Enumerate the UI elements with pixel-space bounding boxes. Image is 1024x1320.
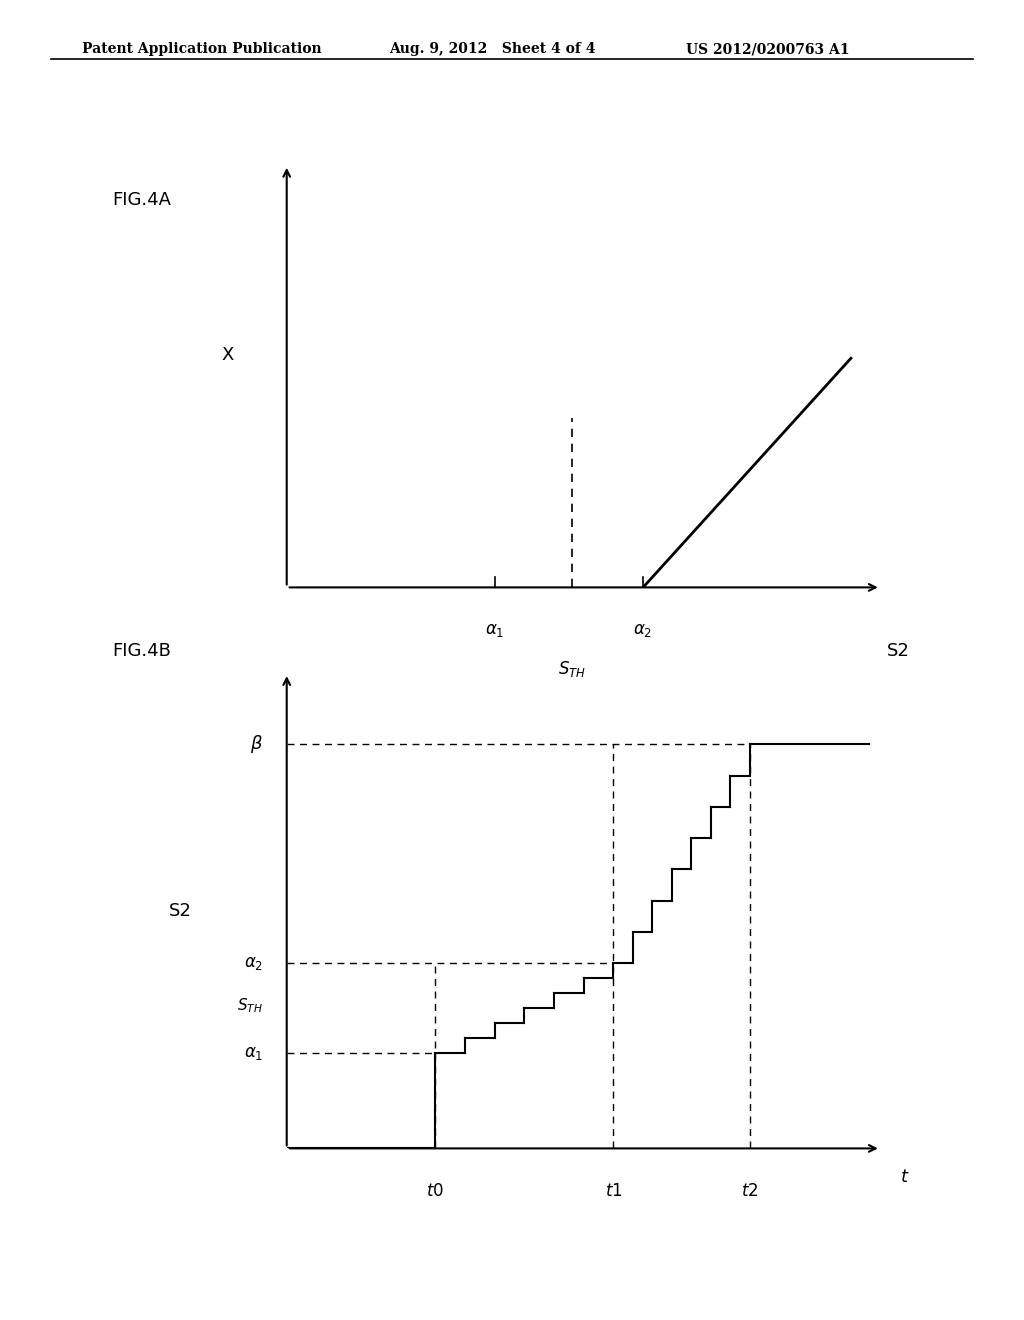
Text: S2: S2 xyxy=(887,642,910,660)
Text: t: t xyxy=(901,1168,908,1185)
Text: Aug. 9, 2012   Sheet 4 of 4: Aug. 9, 2012 Sheet 4 of 4 xyxy=(389,42,596,57)
Text: FIG.4B: FIG.4B xyxy=(113,642,171,660)
Text: S2: S2 xyxy=(168,902,191,920)
Text: $\beta$: $\beta$ xyxy=(250,734,263,755)
Text: $S_{TH}$: $S_{TH}$ xyxy=(558,659,586,680)
Text: $S_{TH}$: $S_{TH}$ xyxy=(238,997,263,1015)
Text: FIG.4A: FIG.4A xyxy=(113,191,172,210)
Text: X: X xyxy=(221,346,233,364)
Text: $t2$: $t2$ xyxy=(741,1181,759,1200)
Text: $t1$: $t1$ xyxy=(604,1181,623,1200)
Text: $\alpha_2$: $\alpha_2$ xyxy=(634,622,652,639)
Text: $\alpha_1$: $\alpha_1$ xyxy=(485,622,504,639)
Text: $\alpha_1$: $\alpha_1$ xyxy=(244,1044,263,1063)
Text: $\alpha_2$: $\alpha_2$ xyxy=(244,954,263,972)
Text: $t0$: $t0$ xyxy=(426,1181,444,1200)
Text: Patent Application Publication: Patent Application Publication xyxy=(82,42,322,57)
Text: US 2012/0200763 A1: US 2012/0200763 A1 xyxy=(686,42,850,57)
